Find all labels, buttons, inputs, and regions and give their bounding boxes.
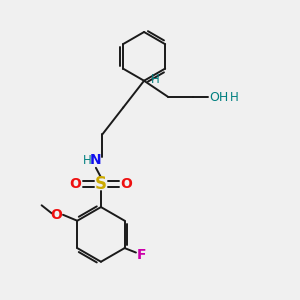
Text: O: O [50,208,62,222]
Text: OH: OH [209,91,228,103]
Text: H: H [230,91,239,103]
Text: N: N [90,153,102,167]
Text: S: S [95,175,107,193]
Text: O: O [121,177,133,191]
Text: H: H [151,73,159,86]
Text: O: O [70,177,81,191]
Text: H: H [82,154,91,166]
Text: F: F [137,248,147,262]
